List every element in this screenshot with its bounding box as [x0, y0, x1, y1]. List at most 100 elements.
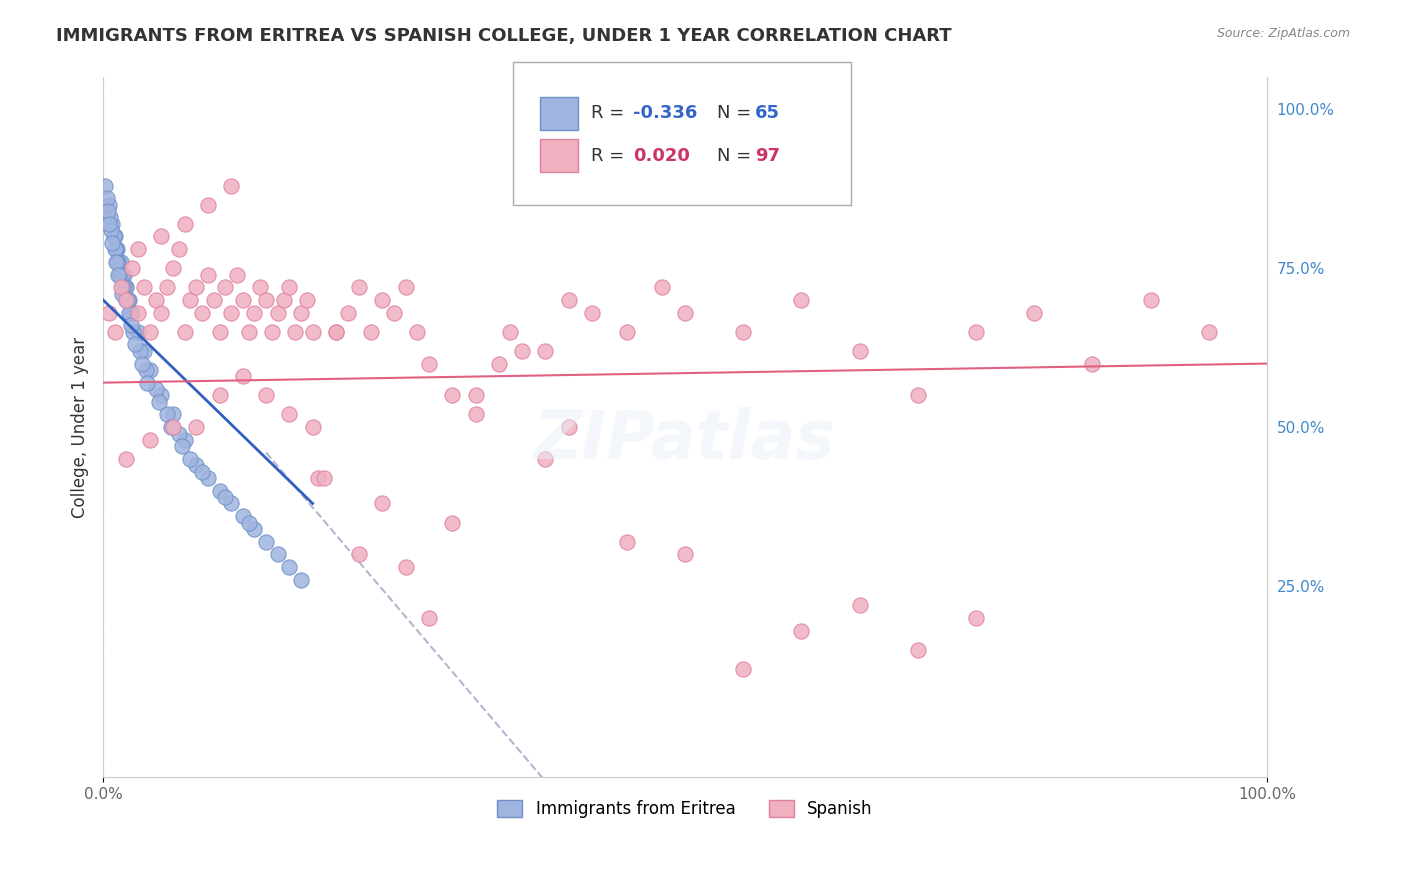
Point — [214, 490, 236, 504]
Point — [150, 306, 173, 320]
Point — [673, 547, 696, 561]
Point — [118, 306, 141, 320]
Point — [325, 325, 347, 339]
Point — [97, 204, 120, 219]
Point — [115, 293, 138, 307]
Point — [301, 325, 323, 339]
Point — [150, 388, 173, 402]
Point — [179, 452, 201, 467]
Text: IMMIGRANTS FROM ERITREA VS SPANISH COLLEGE, UNDER 1 YEAR CORRELATION CHART: IMMIGRANTS FROM ERITREA VS SPANISH COLLE… — [56, 27, 952, 45]
Point — [733, 325, 755, 339]
Point — [122, 325, 145, 339]
Point — [173, 217, 195, 231]
Point — [108, 268, 131, 282]
Legend: Immigrants from Eritrea, Spanish: Immigrants from Eritrea, Spanish — [491, 793, 879, 824]
Point — [557, 293, 579, 307]
Point — [965, 325, 987, 339]
Point — [115, 280, 138, 294]
Point — [148, 394, 170, 409]
Point — [97, 217, 120, 231]
Point — [111, 268, 134, 282]
Point — [382, 306, 405, 320]
Point — [112, 268, 135, 282]
Point — [534, 343, 557, 358]
Y-axis label: College, Under 1 year: College, Under 1 year — [72, 336, 89, 517]
Point — [156, 408, 179, 422]
Point — [371, 293, 394, 307]
Point — [145, 382, 167, 396]
Point — [101, 235, 124, 250]
Point — [1139, 293, 1161, 307]
Point — [790, 624, 813, 638]
Point — [395, 560, 418, 574]
Text: R =: R = — [591, 147, 630, 165]
Point — [145, 293, 167, 307]
Point — [499, 325, 522, 339]
Point — [260, 325, 283, 339]
Point — [616, 534, 638, 549]
Point — [232, 509, 254, 524]
Point — [267, 306, 290, 320]
Point — [135, 363, 157, 377]
Point — [290, 306, 312, 320]
Point — [278, 280, 301, 294]
Point — [191, 306, 214, 320]
Point — [132, 280, 155, 294]
Point — [267, 547, 290, 561]
Point — [150, 229, 173, 244]
Point — [1081, 357, 1104, 371]
Text: R =: R = — [591, 104, 630, 122]
Point — [104, 242, 127, 256]
Text: Source: ZipAtlas.com: Source: ZipAtlas.com — [1216, 27, 1350, 40]
Point — [110, 280, 132, 294]
Point — [107, 268, 129, 282]
Point — [232, 293, 254, 307]
Point — [284, 325, 307, 339]
Point — [238, 325, 260, 339]
Point — [295, 293, 318, 307]
Point — [406, 325, 429, 339]
Point — [173, 433, 195, 447]
Point — [254, 293, 277, 307]
Point — [110, 255, 132, 269]
Point — [104, 255, 127, 269]
Point — [907, 388, 929, 402]
Text: N =: N = — [717, 147, 756, 165]
Point — [186, 420, 208, 434]
Point — [138, 433, 160, 447]
Point — [418, 357, 440, 371]
Point — [208, 388, 231, 402]
Point — [278, 560, 301, 574]
Point — [347, 547, 370, 561]
Point — [488, 357, 510, 371]
Point — [336, 306, 359, 320]
Point — [105, 242, 128, 256]
Point — [107, 255, 129, 269]
Point — [162, 408, 184, 422]
Point — [104, 242, 127, 256]
Point — [97, 197, 120, 211]
Point — [651, 280, 673, 294]
Point — [124, 337, 146, 351]
Text: -0.336: -0.336 — [633, 104, 697, 122]
Text: 0.020: 0.020 — [633, 147, 689, 165]
Point — [173, 325, 195, 339]
Point — [94, 178, 117, 193]
Point — [314, 471, 336, 485]
Point — [197, 471, 219, 485]
Point — [418, 611, 440, 625]
Point — [395, 280, 418, 294]
Point — [100, 223, 122, 237]
Point — [243, 306, 266, 320]
Point — [121, 261, 143, 276]
Point — [186, 458, 208, 473]
Point — [226, 268, 249, 282]
Point — [179, 293, 201, 307]
Point — [118, 306, 141, 320]
Point — [219, 178, 242, 193]
Point — [219, 496, 242, 510]
Point — [208, 483, 231, 498]
Point — [214, 280, 236, 294]
Point — [219, 306, 242, 320]
Point — [197, 197, 219, 211]
